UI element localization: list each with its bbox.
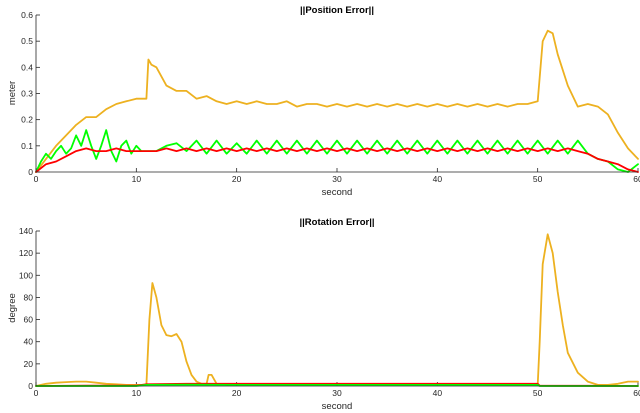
position-error-series-line-3 xyxy=(35,147,639,173)
position-error-xlabel: second xyxy=(322,187,353,198)
rotation-error-title: ||Rotation Error|| xyxy=(299,217,374,228)
rotation-error-ytick-label: 0 xyxy=(28,381,33,391)
rotation-error-ytick-label: 120 xyxy=(19,248,33,258)
position-error-ytick-label: 0.4 xyxy=(21,62,33,72)
rotation-error-series-line-1 xyxy=(35,233,639,387)
position-error-ytick-label: 0.1 xyxy=(21,141,33,151)
rotation-error-ytick-label: 140 xyxy=(19,226,33,236)
position-error-xtick-label: 10 xyxy=(132,174,142,184)
rotation-error-ylabel: degree xyxy=(7,293,18,323)
rotation-error-ytick-label: 60 xyxy=(24,315,34,325)
position-error-xtick-label: 0 xyxy=(34,174,39,184)
position-error-ticks: 0 10 20 30 40 50 60 0 0.1 0.2 0.3 0.4 0.5 0.6 xyxy=(21,10,640,184)
rotation-error-series-line-3 xyxy=(35,383,639,387)
rotation-error-ytick-label: 100 xyxy=(19,270,33,280)
position-error-series-line-2 xyxy=(35,129,639,173)
position-error-xtick-label: 20 xyxy=(232,174,242,184)
position-error-plot-area xyxy=(35,29,639,173)
position-error-ytick-label: 0.5 xyxy=(21,36,33,46)
position-error-xtick-label: 60 xyxy=(633,174,640,184)
position-error-xtick-label: 50 xyxy=(533,174,543,184)
rotation-error-xtick-label: 0 xyxy=(34,388,39,398)
position-error-xtick-label: 40 xyxy=(433,174,443,184)
position-error-chart: ||Position Error|| meter second 0 10 20 30 4… xyxy=(7,5,640,198)
position-error-xtick-label: 30 xyxy=(332,174,342,184)
rotation-error-xtick-label: 30 xyxy=(332,388,342,398)
rotation-error-chart: ||Rotation Error|| degree second 0 10 20 30… xyxy=(7,217,640,412)
rotation-error-xtick-label: 60 xyxy=(633,388,640,398)
position-error-title: ||Position Error|| xyxy=(300,5,374,16)
rotation-error-xtick-label: 40 xyxy=(433,388,443,398)
position-error-ytick-label: 0 xyxy=(28,167,33,177)
position-error-ylabel: meter xyxy=(7,81,18,105)
rotation-error-ticks: 0 10 20 30 40 50 60 0 20 40 60 80 100 120 140 xyxy=(19,226,640,398)
position-error-ytick-label: 0.2 xyxy=(21,115,33,125)
rotation-error-xlabel: second xyxy=(322,401,353,412)
rotation-error-xtick-label: 10 xyxy=(132,388,142,398)
rotation-error-ytick-label: 40 xyxy=(24,337,34,347)
position-error-ytick-label: 0.3 xyxy=(21,89,33,99)
rotation-error-xtick-label: 50 xyxy=(533,388,543,398)
rotation-error-ytick-label: 80 xyxy=(24,292,34,302)
position-error-series-line-1 xyxy=(35,29,639,173)
rotation-error-plot-area xyxy=(35,233,639,387)
rotation-error-axes xyxy=(35,231,638,387)
position-error-ytick-label: 0.6 xyxy=(21,10,33,20)
position-error-axes xyxy=(35,15,638,173)
rotation-error-ytick-label: 20 xyxy=(24,359,34,369)
rotation-error-xtick-label: 20 xyxy=(232,388,242,398)
